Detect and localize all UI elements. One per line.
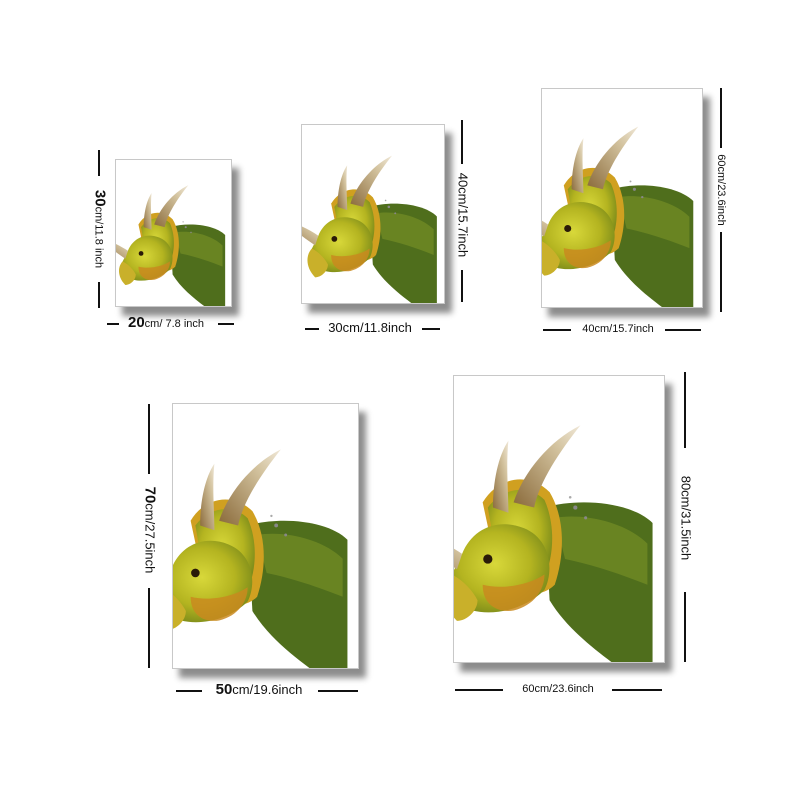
height-line-top: [461, 120, 463, 164]
width-inch: 11.8inch: [363, 320, 412, 335]
width-line-left: [543, 329, 571, 331]
poster-preview-20x30: [115, 159, 232, 307]
width-cm: 20: [127, 314, 145, 331]
height-cm: 40cm: [455, 172, 471, 205]
width-cm: 50: [215, 681, 233, 698]
width-label-30x40: 30cm/11.8inch: [328, 321, 412, 336]
width-label-50x70: 50cm/19.6inch: [215, 681, 303, 698]
height-line-bottom: [98, 282, 100, 308]
width-inch: 23.6inch: [552, 683, 594, 695]
height-line-bottom: [720, 232, 722, 312]
width-inch: 7.8 inch: [162, 318, 205, 330]
height-label-50x70: 70cm/27.5inch: [141, 486, 159, 574]
height-label-40x60: 60cm/23.6inch: [714, 154, 728, 226]
width-cm: 40cm: [582, 323, 610, 335]
poster-preview-60x80: [453, 375, 665, 663]
poster-preview-30x40: [301, 124, 445, 304]
height-label-30x40: 40cm/15.7inch: [455, 172, 471, 258]
width-line-right: [218, 323, 234, 325]
width-line-right: [665, 329, 701, 331]
height-line-bottom: [148, 588, 150, 668]
height-line-bottom: [461, 270, 463, 302]
width-line-right: [318, 690, 358, 692]
width-inch: 19.6inch: [253, 682, 303, 697]
width-line-right: [422, 328, 440, 330]
poster-preview-40x60: [541, 88, 703, 308]
width-label-60x80: 60cm/23.6inch: [522, 682, 594, 696]
height-label-60x80: 80cm/31.5inch: [678, 475, 694, 561]
height-cm: 60cm: [715, 154, 727, 182]
triceratops-artwork: [302, 155, 437, 303]
width-line-left: [305, 328, 319, 330]
height-line-top: [720, 88, 722, 148]
width-line-right: [612, 689, 662, 691]
width-unit: /: [609, 323, 613, 335]
width-inch: 15.7inch: [612, 323, 654, 335]
height-line-bottom: [684, 592, 686, 662]
height-unit: cm/: [142, 503, 158, 525]
height-inch: 27.5inch: [142, 524, 158, 574]
height-inch: 15.7inch: [455, 208, 471, 258]
width-unit: /: [359, 320, 364, 335]
height-label-20x30: 30cm/11.8 inch: [91, 189, 109, 269]
triceratops-artwork: [454, 425, 653, 662]
height-line-top: [148, 404, 150, 474]
width-label-40x60: 40cm/15.7inch: [582, 322, 654, 336]
width-line-left: [176, 690, 202, 692]
triceratops-artwork: [116, 185, 226, 306]
height-unit: cm/: [92, 206, 105, 225]
width-cm: 30cm: [328, 320, 360, 335]
width-line-left: [107, 323, 119, 325]
triceratops-artwork: [173, 449, 348, 668]
height-cm: 80cm: [678, 475, 694, 508]
height-inch: 11.8 inch: [92, 224, 105, 269]
width-cm: 60cm: [522, 683, 550, 695]
height-inch: 23.6inch: [715, 184, 727, 226]
poster-preview-50x70: [172, 403, 359, 669]
width-unit: cm/: [232, 682, 254, 697]
height-inch: 31.5inch: [678, 511, 694, 561]
triceratops-artwork: [542, 126, 694, 307]
width-unit: cm/: [144, 318, 163, 330]
width-line-left: [455, 689, 503, 691]
height-line-top: [684, 372, 686, 448]
height-line-top: [98, 150, 100, 176]
height-cm: 30: [91, 189, 109, 207]
width-label-20x30: 20cm/ 7.8 inch: [127, 314, 205, 331]
height-cm: 70: [141, 486, 159, 504]
width-unit: /: [549, 683, 553, 695]
